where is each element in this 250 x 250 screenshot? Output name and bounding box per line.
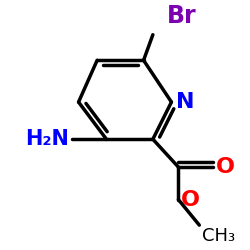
Text: Br: Br bbox=[167, 4, 196, 28]
Text: CH₃: CH₃ bbox=[202, 228, 235, 246]
Text: N: N bbox=[176, 92, 195, 112]
Text: O: O bbox=[181, 190, 200, 210]
Text: H₂N: H₂N bbox=[26, 129, 69, 149]
Text: O: O bbox=[216, 157, 234, 177]
